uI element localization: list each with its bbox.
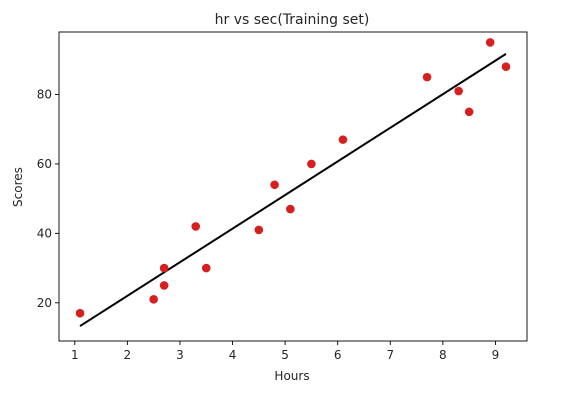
y-tick-label: 80	[37, 87, 52, 101]
y-tick-label: 60	[37, 157, 52, 171]
y-axis-title: Scores	[11, 167, 25, 207]
x-tick-label: 6	[334, 348, 342, 362]
data-point	[160, 281, 169, 290]
x-tick-label: 9	[492, 348, 500, 362]
x-tick-label: 4	[229, 348, 237, 362]
data-point	[149, 295, 158, 304]
data-point	[339, 135, 348, 144]
data-point	[160, 264, 169, 273]
x-tick-label: 3	[176, 348, 184, 362]
x-tick-label: 8	[439, 348, 447, 362]
x-tick-label: 2	[124, 348, 132, 362]
data-point	[76, 309, 85, 318]
data-point	[202, 264, 211, 273]
y-tick-label: 20	[37, 296, 52, 310]
chart-title: hr vs sec(Training set)	[215, 12, 370, 28]
x-axis-title: Hours	[274, 369, 309, 383]
data-point	[191, 222, 200, 231]
regression-line	[80, 54, 506, 326]
data-point	[454, 87, 463, 96]
x-tick-label: 7	[386, 348, 394, 362]
y-tick-label: 40	[37, 226, 52, 240]
data-point	[307, 160, 316, 169]
data-point	[423, 73, 432, 82]
plot-area: 1 2 3 4 5 6 7 8 9 20 40 60 80	[37, 32, 527, 362]
data-point	[486, 38, 495, 47]
data-point	[502, 62, 511, 71]
x-tick-label: 5	[281, 348, 289, 362]
data-point	[286, 205, 295, 214]
data-point	[255, 226, 264, 235]
data-point	[270, 180, 279, 189]
data-point	[465, 108, 474, 117]
x-tick-label: 1	[71, 348, 79, 362]
